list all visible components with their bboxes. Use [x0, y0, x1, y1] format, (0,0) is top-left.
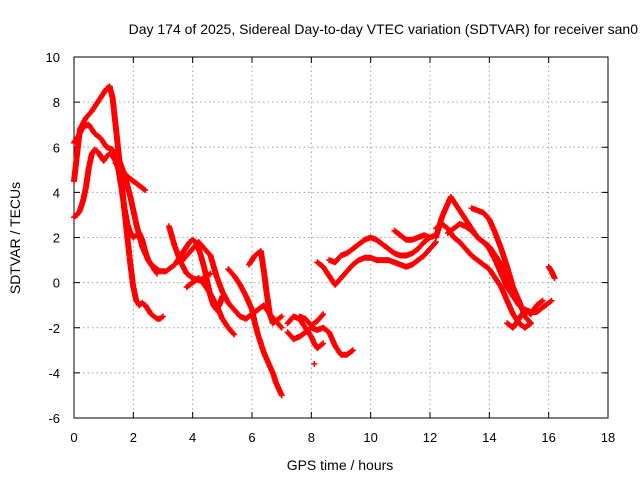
data-points [71, 83, 558, 399]
x-axis-ticks: 0 2 4 6 8 10 12 14 16 18 [70, 57, 615, 445]
y-tick-label: -4 [48, 366, 60, 381]
y-axis-label: SDTVAR / TECUs [7, 182, 23, 294]
data-series-trace-3 [71, 146, 226, 313]
y-tick-label: 6 [53, 140, 60, 155]
x-tick-label: 10 [363, 430, 377, 445]
data-series-trace-13 [311, 360, 318, 367]
y-tick-label: 4 [53, 185, 60, 200]
y-tick-label: 8 [53, 95, 60, 110]
x-axis-label: GPS time / hours [287, 457, 394, 473]
x-tick-label: 8 [308, 430, 315, 445]
data-series-trace-16 [391, 227, 439, 243]
data-series-trace-7 [183, 275, 238, 338]
x-tick-label: 12 [423, 430, 437, 445]
data-series-trace-10 [284, 324, 356, 358]
y-tick-label: 0 [53, 276, 60, 291]
y-tick-label: -6 [48, 411, 60, 426]
data-series-trace-11 [284, 313, 327, 352]
x-tick-label: 4 [189, 430, 196, 445]
y-tick-label: -2 [48, 321, 60, 336]
y-tick-label: 2 [53, 231, 60, 246]
grid-lines [74, 57, 608, 418]
x-tick-label: 16 [541, 430, 555, 445]
data-series-trace-12 [296, 311, 327, 329]
data-series-trace-21 [504, 297, 546, 331]
data-series-trace-8 [225, 266, 285, 399]
chart-title: Day 174 of 2025, Sidereal Day-to-day VTE… [129, 21, 639, 37]
data-series-trace-22 [545, 263, 558, 282]
x-tick-label: 14 [482, 430, 496, 445]
x-tick-label: 2 [130, 430, 137, 445]
y-axis-ticks: -6 -4 -2 0 2 4 6 8 10 [46, 50, 608, 426]
data-series-trace-15 [326, 234, 433, 266]
data-series-trace-14 [314, 239, 439, 288]
data-series-trace-9 [246, 248, 285, 327]
x-tick-label: 6 [248, 430, 255, 445]
x-tick-label: 18 [601, 430, 615, 445]
y-tick-label: 10 [46, 50, 60, 65]
data-series-trace-4 [112, 160, 149, 194]
x-tick-label: 0 [70, 430, 77, 445]
